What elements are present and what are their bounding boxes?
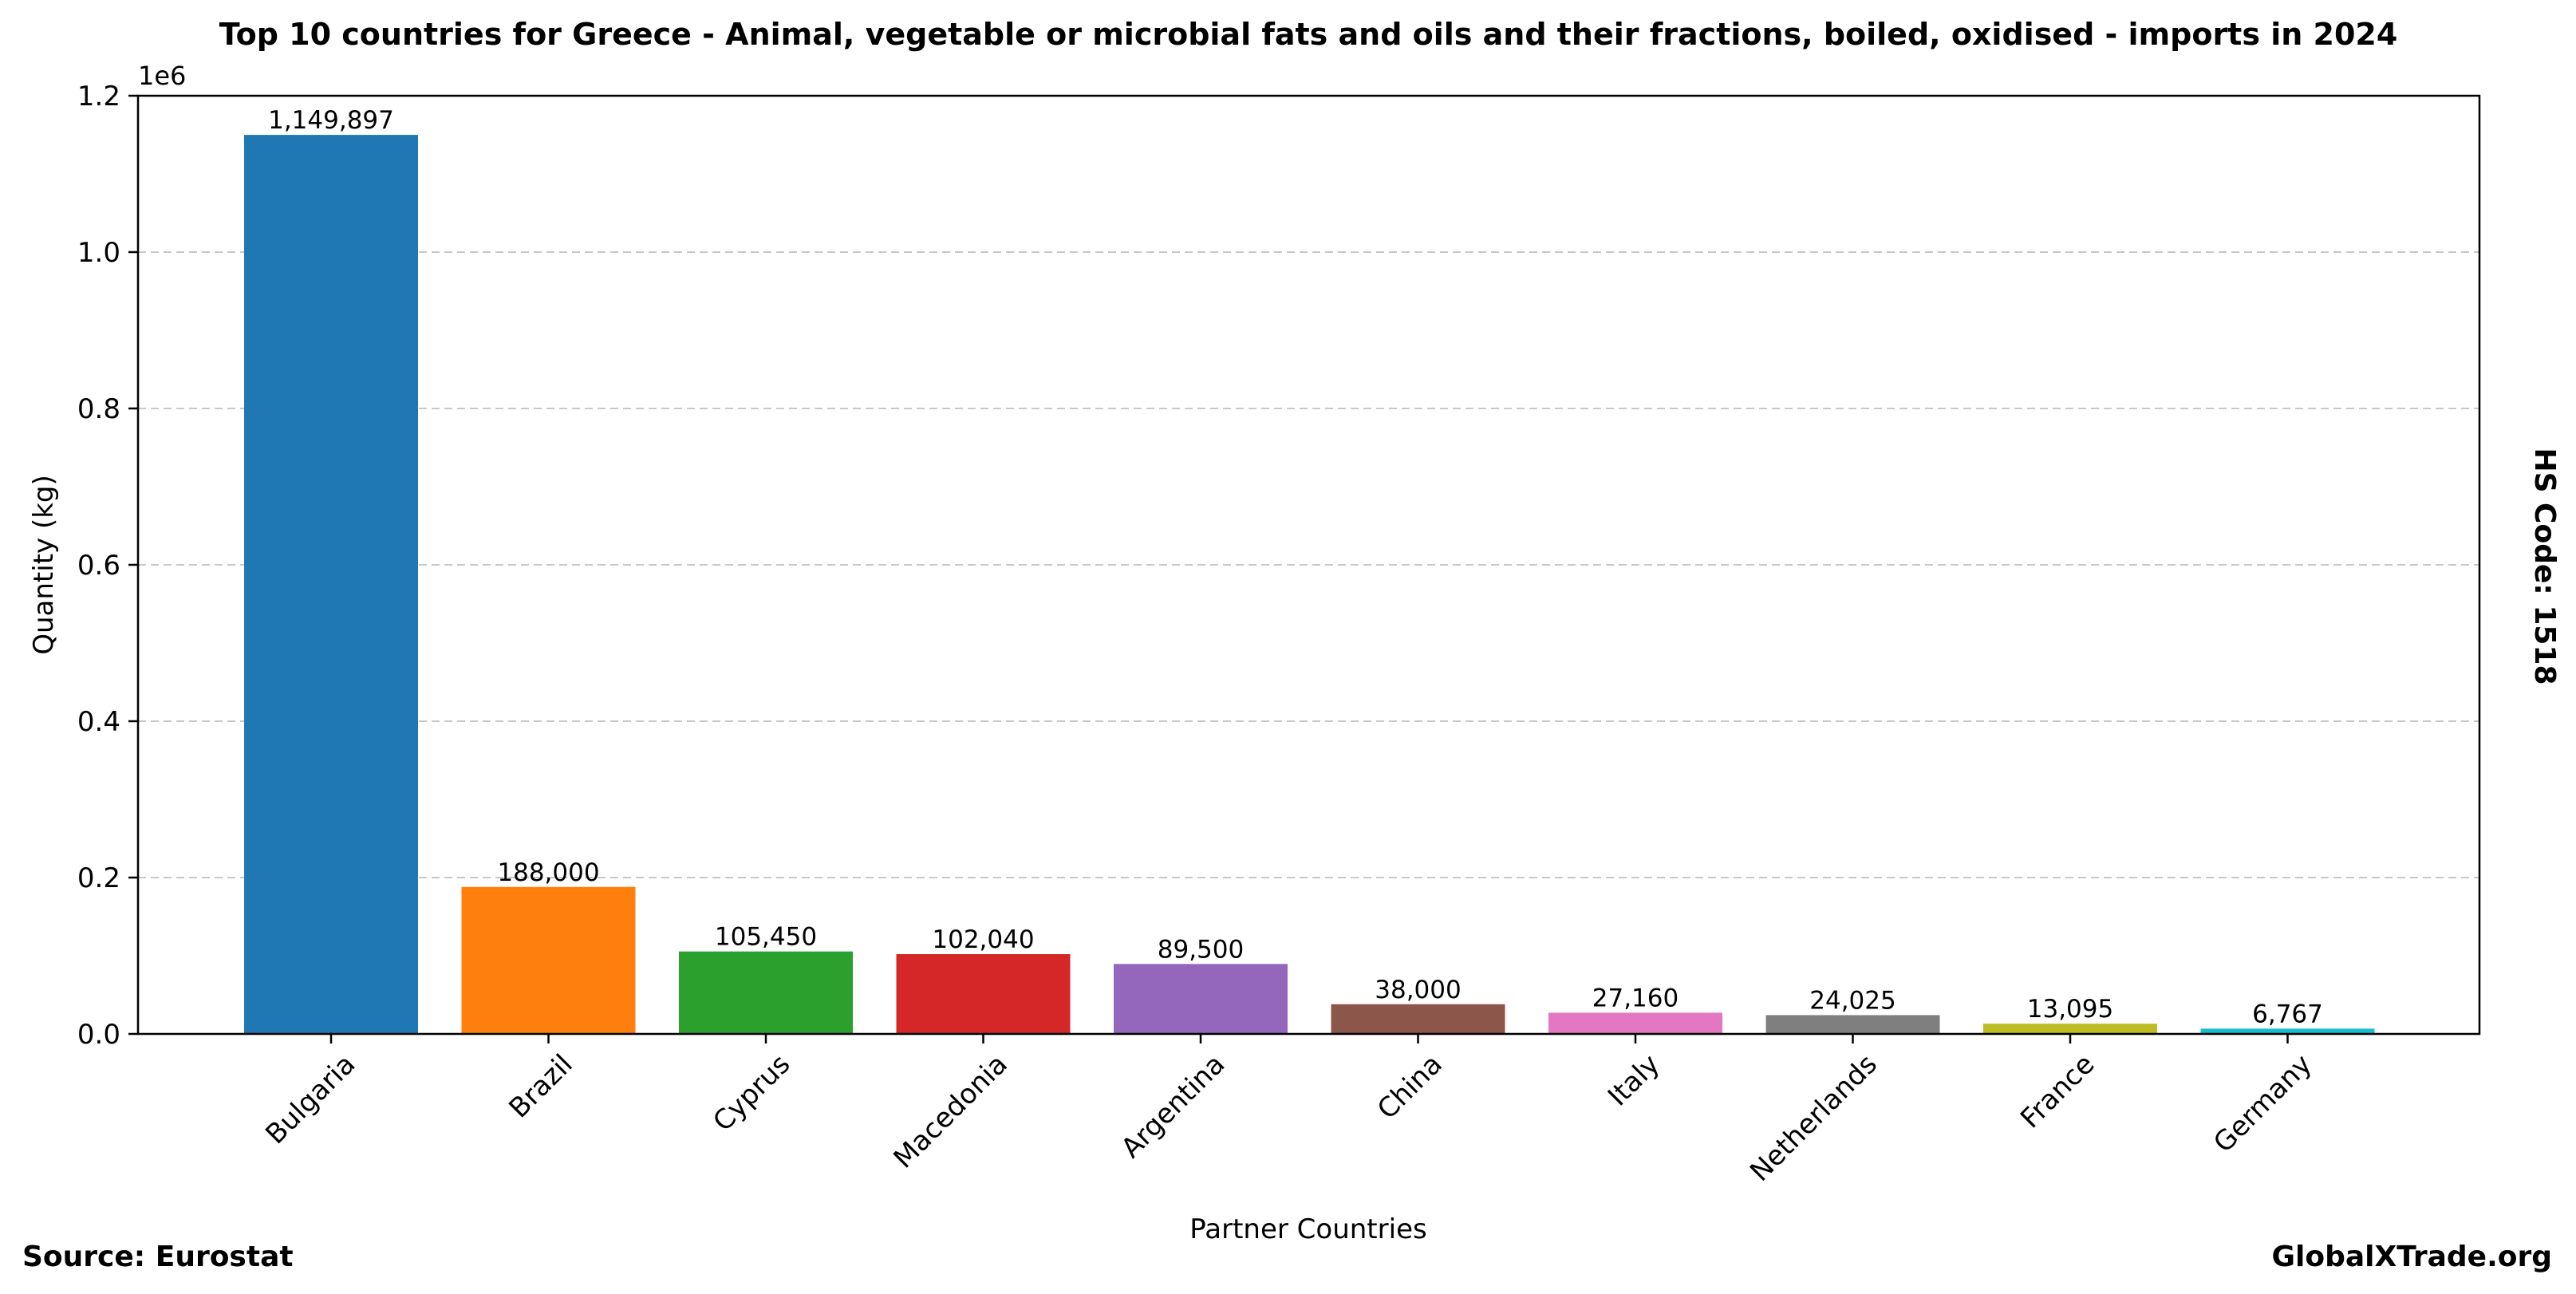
bar-italy — [1548, 1012, 1722, 1034]
y-axis-label: Quantity (kg) — [28, 475, 60, 655]
site-label: GlobalXTrade.org — [2271, 1241, 2552, 1273]
x-tick-label-macedonia: Macedonia — [887, 1048, 1013, 1174]
x-axis-label: Partner Countries — [1189, 1213, 1426, 1245]
bar-netherlands — [1765, 1015, 1940, 1034]
x-axis: Bulgaria Brazil Cyprus Macedonia Argentina Ch… — [259, 1034, 2318, 1188]
x-tick-label-china: China — [1371, 1048, 1449, 1126]
value-label-netherlands: 24,025 — [1809, 986, 1896, 1015]
value-label-macedonia: 102,040 — [932, 925, 1034, 954]
y-offset-label: 1e6 — [138, 61, 186, 91]
value-label-germany: 6,767 — [2252, 1000, 2323, 1028]
bar-germany — [2200, 1028, 2375, 1034]
x-tick-label-bulgaria: Bulgaria — [259, 1048, 361, 1150]
bar-france — [1983, 1024, 2157, 1034]
value-label-italy: 27,160 — [1592, 984, 1679, 1012]
value-label-france: 13,095 — [2027, 995, 2113, 1024]
chart-title: Top 10 countries for Greece - Animal, ve… — [219, 17, 2398, 52]
y-tick-label: 0.0 — [77, 1019, 120, 1051]
y-axis: 0.0 0.2 0.4 0.6 0.8 1.0 1.2 — [77, 81, 138, 1051]
value-label-china: 38,000 — [1375, 976, 1461, 1004]
y-tick-label: 0.4 — [77, 706, 120, 738]
bar-brazil — [461, 886, 636, 1034]
bar-china — [1331, 1004, 1505, 1034]
x-tick-label-france: France — [2014, 1048, 2101, 1134]
bars — [244, 135, 2375, 1034]
grid-lines — [138, 95, 2479, 878]
value-label-cyprus: 105,450 — [715, 923, 817, 952]
x-tick-label-netherlands: Netherlands — [1744, 1048, 1884, 1188]
x-tick-label-cyprus: Cyprus — [707, 1048, 796, 1138]
y-tick-label: 0.8 — [77, 393, 120, 425]
x-tick-label-germany: Germany — [2207, 1048, 2318, 1159]
bar-macedonia — [896, 954, 1071, 1034]
value-labels: 1,149,897 188,000 105,450 102,040 89,500 38,0… — [268, 106, 2323, 1028]
bar-cyprus — [679, 951, 853, 1034]
hs-code-label: HS Code: 1518 — [2528, 448, 2561, 684]
value-label-bulgaria: 1,149,897 — [268, 106, 394, 135]
bar-bulgaria — [244, 135, 418, 1034]
value-label-brazil: 188,000 — [497, 858, 599, 887]
bar-argentina — [1114, 964, 1288, 1034]
value-label-argentina: 89,500 — [1158, 935, 1244, 964]
source-label: Source: Eurostat — [22, 1241, 294, 1273]
y-tick-label: 1.0 — [77, 237, 120, 269]
y-tick-label: 0.2 — [77, 862, 120, 894]
y-tick-label: 0.6 — [77, 550, 120, 582]
x-tick-label-brazil: Brazil — [503, 1048, 578, 1124]
y-tick-label: 1.2 — [77, 81, 120, 112]
x-tick-label-argentina: Argentina — [1115, 1048, 1232, 1165]
x-tick-label-italy: Italy — [1602, 1048, 1666, 1112]
